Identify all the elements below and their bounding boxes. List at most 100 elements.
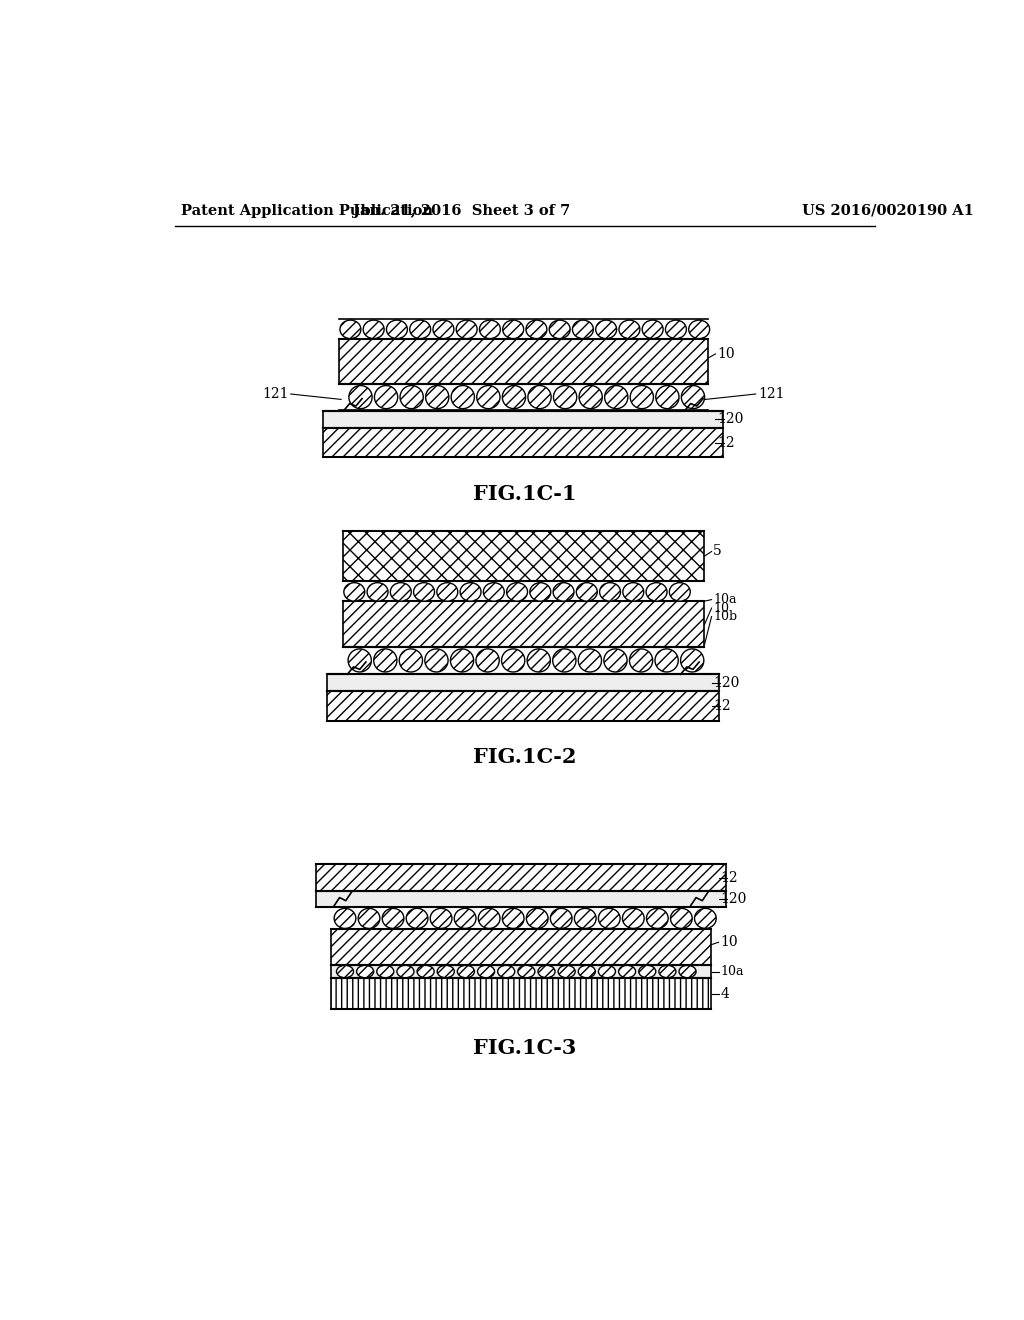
Ellipse shape <box>549 321 570 339</box>
Ellipse shape <box>348 649 372 672</box>
Text: 120: 120 <box>713 676 739 690</box>
Ellipse shape <box>618 965 636 978</box>
Ellipse shape <box>430 908 452 928</box>
Ellipse shape <box>451 649 474 672</box>
Ellipse shape <box>503 321 523 339</box>
Ellipse shape <box>477 965 495 978</box>
Ellipse shape <box>503 908 524 928</box>
Ellipse shape <box>476 649 500 672</box>
Text: FIG.1C-3: FIG.1C-3 <box>473 1038 577 1057</box>
Ellipse shape <box>334 908 356 928</box>
Ellipse shape <box>457 321 477 339</box>
Ellipse shape <box>527 649 550 672</box>
Ellipse shape <box>526 908 548 928</box>
Ellipse shape <box>604 649 627 672</box>
Ellipse shape <box>426 385 449 409</box>
Ellipse shape <box>572 321 593 339</box>
Ellipse shape <box>574 908 596 928</box>
Bar <box>324 411 723 428</box>
Text: FIG.1C-2: FIG.1C-2 <box>473 747 577 767</box>
Bar <box>331 978 711 1010</box>
Text: Patent Application Publication: Patent Application Publication <box>180 203 433 218</box>
Ellipse shape <box>655 649 678 672</box>
Ellipse shape <box>553 582 574 601</box>
Ellipse shape <box>349 385 372 409</box>
Ellipse shape <box>425 649 449 672</box>
Ellipse shape <box>390 582 412 601</box>
Ellipse shape <box>579 649 601 672</box>
Ellipse shape <box>358 908 380 928</box>
Text: 4: 4 <box>720 987 729 1001</box>
Ellipse shape <box>518 965 535 978</box>
Ellipse shape <box>386 321 408 339</box>
Ellipse shape <box>410 321 431 339</box>
Ellipse shape <box>600 582 621 601</box>
Text: 10a: 10a <box>713 593 736 606</box>
Ellipse shape <box>437 582 458 601</box>
Ellipse shape <box>400 385 423 409</box>
Ellipse shape <box>356 965 374 978</box>
Ellipse shape <box>507 582 527 601</box>
Bar <box>331 929 711 965</box>
Ellipse shape <box>681 385 705 409</box>
Ellipse shape <box>558 965 575 978</box>
Ellipse shape <box>604 385 628 409</box>
Text: FIG.1C-1: FIG.1C-1 <box>473 484 577 504</box>
Text: 10a: 10a <box>720 965 743 978</box>
Bar <box>343 531 703 581</box>
Ellipse shape <box>689 321 710 339</box>
Ellipse shape <box>658 965 676 978</box>
Ellipse shape <box>397 965 414 978</box>
Ellipse shape <box>477 385 500 409</box>
Text: 10: 10 <box>713 602 729 615</box>
Ellipse shape <box>337 965 353 978</box>
Bar <box>339 339 708 384</box>
Ellipse shape <box>377 965 394 978</box>
Ellipse shape <box>460 582 481 601</box>
Ellipse shape <box>550 908 572 928</box>
Text: 120: 120 <box>717 412 743 426</box>
Ellipse shape <box>498 965 515 978</box>
Ellipse shape <box>458 965 474 978</box>
Ellipse shape <box>483 582 504 601</box>
Ellipse shape <box>646 582 667 601</box>
Ellipse shape <box>340 321 360 339</box>
Ellipse shape <box>417 965 434 978</box>
Text: 10: 10 <box>720 936 737 949</box>
Text: US 2016/0020190 A1: US 2016/0020190 A1 <box>802 203 974 218</box>
Ellipse shape <box>553 649 575 672</box>
Ellipse shape <box>479 321 501 339</box>
Bar <box>315 863 726 891</box>
Ellipse shape <box>639 965 655 978</box>
Ellipse shape <box>399 649 423 672</box>
Text: 120: 120 <box>720 892 746 906</box>
Text: 121: 121 <box>262 387 289 401</box>
Ellipse shape <box>681 649 703 672</box>
Text: 10b: 10b <box>713 610 737 623</box>
Bar <box>343 601 703 647</box>
Ellipse shape <box>382 908 403 928</box>
Text: 12: 12 <box>720 871 737 884</box>
Ellipse shape <box>579 385 602 409</box>
Ellipse shape <box>623 908 644 928</box>
Ellipse shape <box>630 385 653 409</box>
Ellipse shape <box>502 649 524 672</box>
Ellipse shape <box>407 908 428 928</box>
Ellipse shape <box>414 582 434 601</box>
Text: 12: 12 <box>717 436 734 450</box>
Ellipse shape <box>529 582 551 601</box>
Text: 5: 5 <box>713 544 722 558</box>
Ellipse shape <box>526 321 547 339</box>
Ellipse shape <box>694 908 716 928</box>
Text: 121: 121 <box>758 387 784 401</box>
Ellipse shape <box>503 385 525 409</box>
Text: Jan. 21, 2016  Sheet 3 of 7: Jan. 21, 2016 Sheet 3 of 7 <box>352 203 570 218</box>
Ellipse shape <box>598 908 621 928</box>
Ellipse shape <box>437 965 455 978</box>
Text: 10: 10 <box>717 347 734 360</box>
Ellipse shape <box>577 582 597 601</box>
Bar <box>331 965 711 978</box>
Ellipse shape <box>364 321 384 339</box>
Ellipse shape <box>646 908 669 928</box>
Bar <box>328 675 719 692</box>
